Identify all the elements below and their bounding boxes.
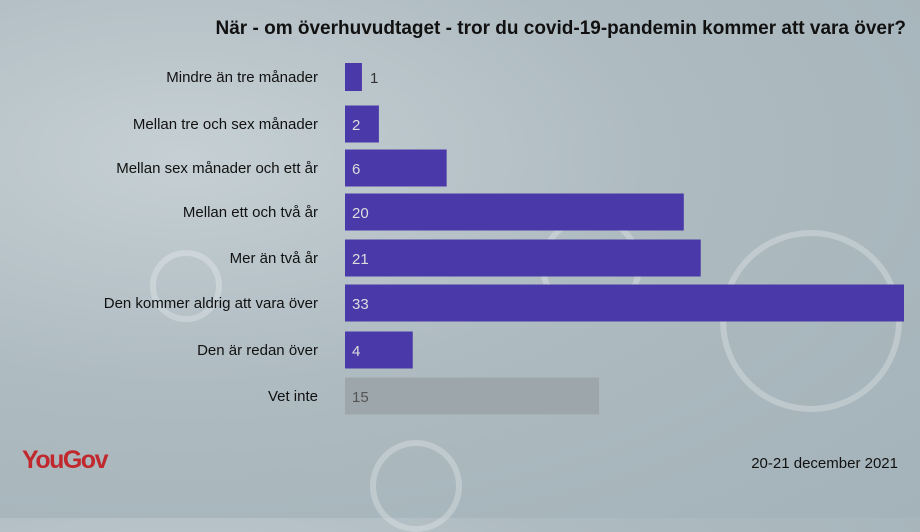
category-label: Den kommer aldrig att vara över bbox=[104, 295, 318, 312]
category-label: Den är redan över bbox=[197, 342, 318, 359]
bar bbox=[345, 193, 684, 231]
bar-chart: Mindre än tre månader 1 Mellan tre och sex… bbox=[104, 63, 904, 415]
data-label: 20 bbox=[352, 205, 369, 222]
category-label: Mindre än tre månader bbox=[166, 69, 318, 86]
data-label: 6 bbox=[352, 161, 360, 178]
category-label: Mellan tre och sex månader bbox=[133, 116, 318, 133]
chart-title: När - om överhuvudtaget - tror du covid-… bbox=[215, 18, 906, 39]
bar bbox=[345, 239, 701, 277]
bar bbox=[345, 377, 600, 415]
bar bbox=[345, 331, 413, 369]
bar bbox=[345, 149, 447, 187]
virus-decoration bbox=[150, 250, 222, 322]
bar bbox=[345, 63, 362, 91]
category-label: Mer än två år bbox=[230, 250, 318, 267]
category-label: Vet inte bbox=[268, 388, 318, 405]
bar bbox=[345, 105, 379, 143]
data-label: 15 bbox=[352, 389, 369, 406]
data-label: 2 bbox=[352, 117, 360, 134]
data-label: 33 bbox=[352, 296, 369, 313]
category-label: Mellan sex månader och ett år bbox=[116, 160, 318, 177]
bar bbox=[345, 284, 904, 322]
data-label: 1 bbox=[370, 70, 378, 87]
yougov-logo: YouGov bbox=[22, 446, 108, 474]
data-label: 21 bbox=[352, 251, 369, 268]
data-label: 4 bbox=[352, 343, 360, 360]
survey-date: 20-21 december 2021 bbox=[751, 455, 898, 472]
category-label: Mellan ett och två år bbox=[183, 204, 318, 221]
